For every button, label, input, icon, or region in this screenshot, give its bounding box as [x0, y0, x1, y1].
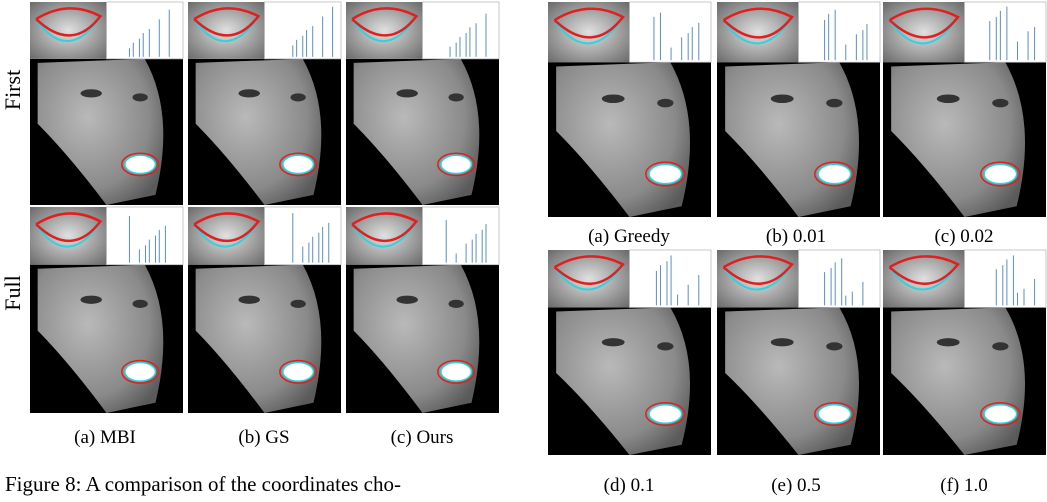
result-image	[30, 2, 183, 205]
figure-caption: Figure 8: A comparison of the coordinate…	[5, 472, 401, 496]
eye	[238, 89, 259, 97]
eye	[449, 93, 464, 101]
eye	[826, 99, 842, 108]
eye	[937, 338, 960, 346]
eye	[396, 296, 417, 304]
histogram-box	[799, 2, 881, 62]
zoom-inset	[30, 207, 107, 265]
histogram-box	[965, 250, 1047, 307]
histogram-box	[423, 207, 500, 265]
caption: (b) GS	[238, 427, 289, 448]
eye	[238, 296, 259, 304]
eye	[80, 89, 101, 97]
lip-cyan	[649, 405, 682, 423]
caption: (b) 0.01	[766, 226, 826, 247]
eye	[291, 300, 306, 308]
figure-page: First Full (a) MBI (b) GS (c) Ours (a) G…	[0, 0, 1047, 497]
result-image	[188, 207, 341, 413]
result-image	[30, 207, 183, 413]
zoom-inset	[548, 250, 630, 307]
eye	[602, 94, 625, 103]
caption: (c) 0.02	[934, 226, 993, 247]
result-image	[717, 250, 880, 455]
eye	[449, 300, 464, 308]
lip-cyan	[283, 363, 314, 382]
eye	[133, 300, 148, 308]
caption: (a) Greedy	[588, 226, 670, 247]
eye	[771, 94, 794, 103]
result-image	[883, 2, 1046, 217]
lip-cyan	[125, 155, 156, 173]
zoom-inset	[717, 250, 799, 307]
eye	[937, 94, 960, 103]
lip-cyan	[441, 155, 472, 173]
histogram-box	[799, 250, 881, 307]
lip-cyan	[818, 164, 851, 183]
eye	[826, 342, 842, 350]
eye	[992, 342, 1008, 350]
eye	[657, 99, 673, 108]
image-grid	[30, 2, 1046, 455]
eye	[396, 89, 417, 97]
result-image	[717, 2, 880, 217]
result-image	[548, 250, 711, 455]
zoom-inset	[883, 250, 965, 307]
caption: (f) 1.0	[940, 475, 987, 496]
eye	[992, 99, 1008, 108]
result-image	[883, 250, 1046, 455]
eye	[602, 338, 625, 346]
lip-cyan	[984, 164, 1017, 183]
histogram-box	[423, 2, 500, 59]
row-label: First	[0, 70, 25, 110]
eye	[771, 338, 794, 346]
eye	[291, 93, 306, 101]
lip-cyan	[283, 155, 314, 173]
eye	[657, 342, 673, 350]
zoom-inset	[30, 2, 107, 59]
caption: (e) 0.5	[771, 475, 821, 496]
result-image	[346, 2, 499, 205]
lip-cyan	[984, 405, 1017, 423]
row-label: Full	[0, 275, 25, 310]
zoom-inset	[717, 2, 799, 62]
caption: (d) 0.1	[604, 475, 655, 496]
caption: (a) MBI	[74, 427, 136, 448]
result-image	[346, 207, 499, 413]
eye	[133, 93, 148, 101]
eye	[80, 296, 101, 304]
lip-cyan	[125, 363, 156, 382]
lip-cyan	[441, 363, 472, 382]
histogram-box	[107, 2, 184, 59]
zoom-inset	[548, 2, 630, 62]
zoom-inset	[188, 207, 265, 265]
lip-cyan	[649, 164, 682, 183]
caption: (c) Ours	[391, 427, 454, 448]
result-image	[188, 2, 341, 205]
histogram-box	[965, 2, 1047, 62]
zoom-inset	[883, 2, 965, 62]
zoom-inset	[188, 2, 265, 59]
histogram-box	[107, 207, 184, 265]
zoom-inset	[346, 207, 423, 265]
zoom-inset	[346, 2, 423, 59]
lip-cyan	[818, 405, 851, 423]
result-image	[548, 2, 711, 217]
